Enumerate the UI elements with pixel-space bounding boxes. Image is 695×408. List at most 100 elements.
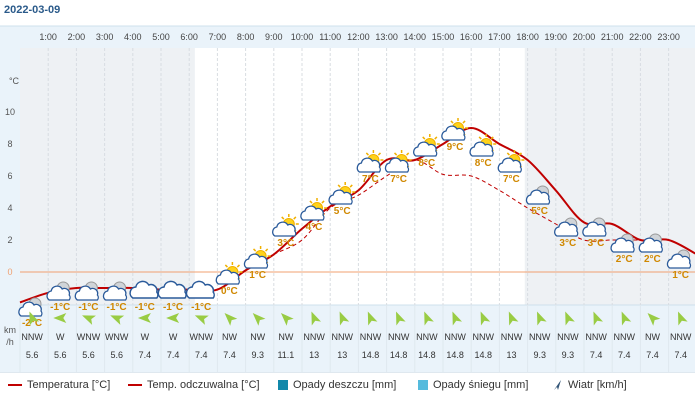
wind-arrow-shape xyxy=(194,315,209,325)
wind-speed-label: 14.8 xyxy=(475,350,493,360)
wind-direction-label: NNW xyxy=(557,332,579,342)
wind-speed-label: 9.3 xyxy=(251,350,264,360)
wind-arrow-shape xyxy=(396,311,406,326)
temperature-label: -2°C xyxy=(22,318,42,329)
temperature-label: 3°C xyxy=(588,238,605,249)
wind-speed-label: 9.3 xyxy=(562,350,575,360)
night-partly-cloudy-icon xyxy=(46,281,71,301)
legend-feels-like-label: Temp. odczuwalna [°C] xyxy=(147,379,260,391)
night-partly-cloudy-icon xyxy=(610,233,635,253)
cloud-shape xyxy=(185,280,215,299)
wind-speed-label: 7.4 xyxy=(618,350,631,360)
feels-like-line-swatch xyxy=(128,384,142,386)
wind-arrow-icon xyxy=(110,315,125,325)
sun-ray xyxy=(224,264,228,268)
sun-ray xyxy=(377,152,382,156)
night-partly-cloudy-icon xyxy=(554,217,579,237)
rain-swatch xyxy=(278,380,288,390)
cloud-shape xyxy=(610,237,635,253)
wind-arrow-icon xyxy=(396,311,406,326)
temperature-label: 7°C xyxy=(362,174,379,185)
wind-arrow-shape xyxy=(137,313,151,323)
wind-direction-label: NW xyxy=(278,332,293,342)
cloud-shape xyxy=(18,301,43,317)
wind-speed-label: 5.6 xyxy=(82,350,95,360)
hour-header-bg xyxy=(20,26,695,48)
legend-wind-label: Wiatr [km/h] xyxy=(568,379,627,391)
wind-direction-label: W xyxy=(56,332,65,342)
legend-item-temperature: Temperatura [°C] xyxy=(8,379,110,391)
wind-arrow-shape xyxy=(452,311,463,326)
legend-snow-label: Opady śniegu [mm] xyxy=(433,379,529,391)
cloud-shape xyxy=(469,141,494,157)
wind-arrow-icon xyxy=(53,313,67,323)
wind-arrow-shape xyxy=(53,313,67,323)
wind-arrow-shape xyxy=(252,313,266,326)
partly-sunny-icon xyxy=(243,246,271,269)
wind-speed-label: 13 xyxy=(337,350,347,360)
wind-direction-label: WNW xyxy=(105,332,129,342)
temperature-label: 1°C xyxy=(249,270,266,281)
hour-tick-label: 6:00 xyxy=(180,32,198,42)
wind-direction-label: WNW xyxy=(77,332,101,342)
wind-arrow-icon xyxy=(311,311,322,326)
cloud-shape xyxy=(582,221,607,237)
wind-arrow-shape xyxy=(311,311,322,326)
wind-speed-label: 14.8 xyxy=(362,350,380,360)
sun-ray xyxy=(450,120,454,124)
y-tick-label: 2 xyxy=(7,235,12,245)
wind-unit-label-km: km xyxy=(4,325,16,335)
wind-arrow-icon xyxy=(224,313,238,326)
wind-arrow-shape xyxy=(82,315,96,325)
wind-direction-label: NNW xyxy=(473,332,495,342)
wind-arrow-icon xyxy=(621,311,632,326)
wind-arrow-icon xyxy=(280,313,294,326)
wind-arrow-shape xyxy=(678,311,688,326)
sun-ray xyxy=(422,136,426,140)
partly-sunny-icon xyxy=(328,182,356,205)
temperature-label: -1°C xyxy=(191,302,211,313)
partly-sunny-icon xyxy=(469,134,497,157)
wind-arrow-icon xyxy=(252,313,266,326)
wind-direction-label: W xyxy=(141,332,150,342)
wind-direction-label: NNW xyxy=(501,332,523,342)
wind-direction-label: NNW xyxy=(529,332,551,342)
y-tick-label: 10 xyxy=(5,107,15,117)
temperature-label: 5°C xyxy=(334,206,351,217)
partly-sunny-icon xyxy=(441,118,468,141)
wind-direction-label: NW xyxy=(250,332,265,342)
sun-ray xyxy=(293,216,297,220)
temperature-label: 8°C xyxy=(418,158,435,169)
chart-grid xyxy=(19,48,695,372)
temperature-label: 3°C xyxy=(559,238,576,249)
cloud-shape xyxy=(666,253,692,269)
hour-tick-label: 3:00 xyxy=(96,32,114,42)
wind-speed-label: 7.4 xyxy=(674,350,687,360)
wind-direction-label: NNW xyxy=(360,332,382,342)
temperature-label: -1°C xyxy=(78,302,98,313)
wind-speed-label: 9.3 xyxy=(533,350,546,360)
hour-tick-label: 5:00 xyxy=(152,32,170,42)
wind-arrow-shape xyxy=(480,311,491,326)
wind-direction-label: NW xyxy=(645,332,660,342)
y-axis: °C 0 2 4 6 8 10 xyxy=(5,76,20,277)
wind-arrow-icon xyxy=(593,311,604,326)
cloud-shape xyxy=(215,269,240,285)
night-shading-morning xyxy=(20,48,195,305)
temperature-labels: -2°C -1°C -1°C -1°C -1°C -1°C -1°C 0°C 1°C 3°C 4°C… xyxy=(22,142,689,329)
legend-item-rain: Opady deszczu [mm] xyxy=(278,379,396,391)
y-tick-label: 4 xyxy=(7,203,12,213)
hour-tick-label: 1:00 xyxy=(39,32,57,42)
sun-ray xyxy=(281,216,285,220)
wind-arrow-shape xyxy=(565,311,575,326)
night-partly-cloudy-icon xyxy=(582,217,607,237)
wind-speed-label: 7.4 xyxy=(590,350,603,360)
sun-ray xyxy=(490,136,494,140)
night-partly-cloudy-icon xyxy=(525,185,551,205)
partly-sunny-icon xyxy=(215,262,243,285)
wind-arrow-icon xyxy=(194,315,209,325)
night-partly-cloudy-icon xyxy=(18,297,43,317)
cloud-shape xyxy=(74,285,99,301)
wind-arrow-icon xyxy=(424,311,434,326)
cloud-shape xyxy=(554,221,579,237)
